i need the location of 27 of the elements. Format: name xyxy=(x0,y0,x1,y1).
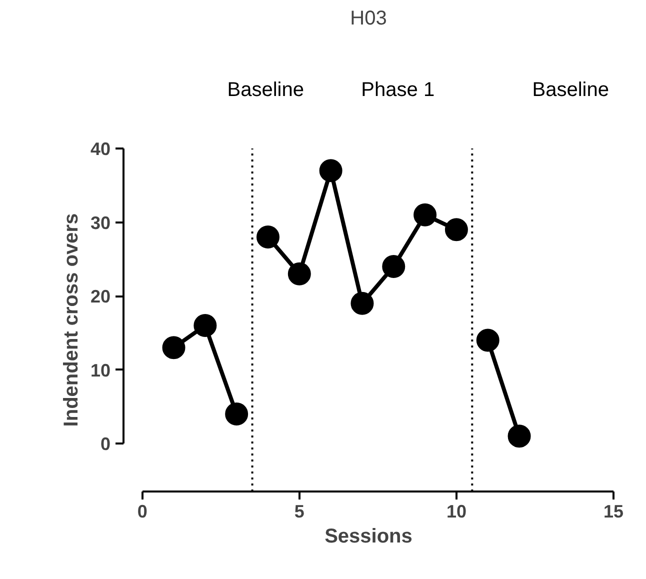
point xyxy=(319,159,342,182)
point xyxy=(382,255,406,278)
x-tick-label: 0 xyxy=(137,502,148,522)
text: Baseline xyxy=(227,78,304,101)
point xyxy=(414,203,437,226)
point xyxy=(162,336,186,360)
x-axis-title: Sessions xyxy=(324,526,412,548)
text: Baseline xyxy=(532,78,609,101)
y-axis-title: Indendent cross overs xyxy=(60,213,82,427)
point xyxy=(476,328,500,352)
chart-title: H03 xyxy=(350,8,387,30)
x-tick-label: 15 xyxy=(603,502,624,522)
point xyxy=(508,424,531,448)
point xyxy=(288,262,311,286)
text: Phase 1 xyxy=(361,78,435,101)
y-tick-label: 40 xyxy=(90,139,111,159)
y-tick-label: 10 xyxy=(90,360,111,380)
y-tick-label: 20 xyxy=(90,286,111,307)
x-tick-label: 10 xyxy=(446,502,466,522)
x-tick-label: 5 xyxy=(294,502,304,522)
y-tick-label: 0 xyxy=(100,434,111,454)
point xyxy=(444,218,468,242)
y-tick-label: 30 xyxy=(90,212,111,233)
point xyxy=(256,226,280,248)
point xyxy=(194,314,217,338)
point xyxy=(225,402,248,426)
point xyxy=(350,292,374,315)
